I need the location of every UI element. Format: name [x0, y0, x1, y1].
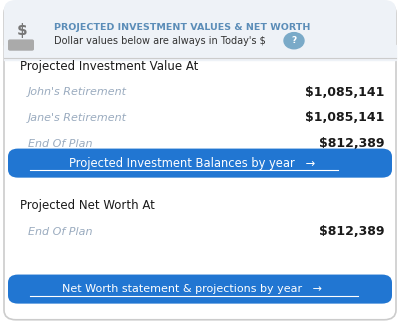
Text: $1,085,141: $1,085,141 — [305, 86, 384, 99]
Text: PROJECTED INVESTMENT VALUES & NET WORTH: PROJECTED INVESTMENT VALUES & NET WORTH — [54, 23, 310, 32]
Text: $812,389: $812,389 — [318, 137, 384, 150]
FancyBboxPatch shape — [4, 3, 396, 320]
Text: John's Retirement: John's Retirement — [28, 87, 127, 97]
Text: ?: ? — [291, 36, 297, 45]
Text: End Of Plan: End Of Plan — [28, 139, 92, 149]
Text: Projected Investment Value At: Projected Investment Value At — [20, 60, 198, 73]
Text: Projected Net Worth At: Projected Net Worth At — [20, 199, 155, 212]
Text: Jane's Retirement: Jane's Retirement — [28, 113, 127, 123]
Text: Dollar values below are always in Today's $: Dollar values below are always in Today'… — [54, 36, 266, 46]
Text: $812,389: $812,389 — [318, 225, 384, 238]
Bar — [4, 45, 396, 60]
FancyBboxPatch shape — [8, 275, 392, 304]
Text: Net Worth statement & projections by year   →: Net Worth statement & projections by yea… — [62, 284, 322, 294]
Text: End Of Plan: End Of Plan — [28, 227, 92, 237]
Circle shape — [284, 33, 304, 49]
Text: $1,085,141: $1,085,141 — [305, 111, 384, 124]
Text: $: $ — [17, 23, 27, 38]
Text: Projected Investment Balances by year   →: Projected Investment Balances by year → — [69, 157, 315, 170]
FancyBboxPatch shape — [4, 0, 396, 60]
FancyBboxPatch shape — [8, 39, 34, 51]
FancyBboxPatch shape — [8, 149, 392, 178]
